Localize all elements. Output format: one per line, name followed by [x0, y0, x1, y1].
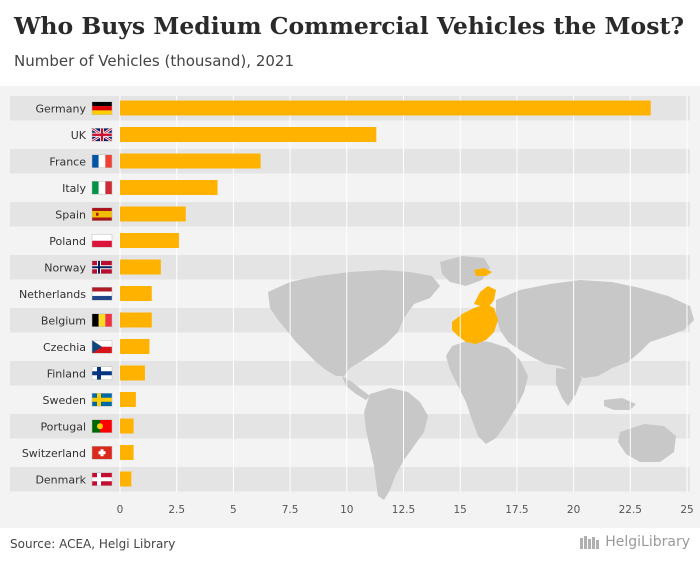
flag-germany-icon	[91, 101, 113, 115]
australia-shape	[618, 424, 676, 462]
flag-belgium-icon	[91, 313, 113, 327]
chart-header: Who Buys Medium Commercial Vehicles the …	[0, 0, 700, 86]
category-label: Switzerland	[22, 447, 86, 460]
bar-denmark	[120, 471, 132, 487]
flag-italy-icon	[91, 181, 113, 195]
bar-poland	[120, 233, 179, 248]
category-label: Netherlands	[19, 288, 86, 301]
flag-uk-icon	[91, 127, 113, 143]
scandinavia-shape	[474, 286, 496, 308]
asia-shape	[496, 280, 694, 378]
brand-logo: HelgiLibrary	[579, 534, 690, 550]
flag-sweden-icon	[91, 393, 113, 407]
bar-belgium	[120, 312, 152, 328]
bar-spain	[120, 206, 186, 222]
category-label: Finland	[47, 367, 86, 380]
category-label: Italy	[62, 182, 86, 195]
x-tick-label: 0	[117, 504, 124, 516]
x-tick-label: 2.5	[168, 504, 185, 516]
x-tick-label: 15	[454, 504, 467, 516]
bar-france	[120, 153, 261, 169]
flag-czechia-icon	[91, 340, 113, 354]
category-label: France	[49, 155, 86, 168]
bar-netherlands	[120, 286, 152, 301]
world-map-background	[268, 256, 694, 500]
category-labels: Germany UK France Italy Spain Poland Norway Net…	[19, 102, 87, 486]
south-america-shape	[364, 388, 428, 500]
category-label: Poland	[49, 235, 86, 248]
greenland-shape	[440, 256, 490, 286]
category-label: Belgium	[41, 314, 86, 327]
bar-italy	[120, 180, 218, 195]
category-label: Portugal	[40, 420, 86, 433]
north-america-shape	[268, 270, 440, 376]
category-label: Denmark	[35, 473, 86, 486]
bar-portugal	[120, 418, 134, 434]
x-tick-label: 7.5	[282, 504, 299, 516]
library-icon	[580, 536, 600, 549]
x-tick-label: 20	[567, 504, 580, 516]
islands-shape	[604, 398, 636, 410]
flag-finland-icon	[91, 366, 113, 380]
x-tick-label: 10	[340, 504, 353, 516]
africa-shape	[446, 340, 528, 444]
category-label: Spain	[55, 208, 86, 221]
bar-finland	[120, 365, 145, 381]
bar-czechia	[120, 339, 150, 354]
bar-germany	[120, 100, 651, 116]
x-axis-ticks: 0 2.5 5 7.5 10 12.5 15 17.5 20 22.5 25	[117, 504, 694, 516]
x-tick-label: 25	[680, 504, 693, 516]
chart-subtitle: Number of Vehicles (thousand), 2021	[14, 52, 294, 70]
bar-norway	[120, 259, 161, 275]
central-america-shape	[342, 376, 370, 400]
x-tick-label: 12.5	[392, 504, 415, 516]
iceland-shape	[474, 268, 492, 276]
bars	[120, 100, 651, 487]
bar-switzerland	[120, 445, 134, 460]
x-tick-label: 22.5	[619, 504, 642, 516]
category-label: Sweden	[43, 394, 86, 407]
chart-title: Who Buys Medium Commercial Vehicles the …	[14, 12, 685, 40]
flag-netherlands-icon	[91, 287, 113, 301]
category-label: UK	[71, 129, 87, 142]
x-tick-label: 17.5	[505, 504, 528, 516]
flags	[91, 101, 113, 486]
category-label: Germany	[35, 102, 86, 115]
bar-chart: Germany UK France Italy Spain Poland Norway Net…	[10, 95, 694, 516]
europe-shape	[452, 304, 498, 344]
flag-norway-icon	[91, 260, 113, 274]
flag-spain-icon	[91, 207, 113, 221]
flag-france-icon	[91, 154, 113, 168]
flag-switzerland-icon	[91, 446, 113, 460]
flag-portugal-icon	[91, 419, 113, 433]
india-shape	[556, 368, 582, 406]
bar-sweden	[120, 392, 136, 407]
x-tick-label: 5	[230, 504, 237, 516]
brand-name: HelgiLibrary	[605, 534, 690, 550]
bar-uk	[120, 127, 377, 142]
category-label: Norway	[44, 261, 86, 274]
category-label: Czechia	[43, 341, 86, 354]
flag-poland-icon	[91, 234, 113, 248]
flag-denmark-icon	[91, 472, 113, 486]
source-note: Source: ACEA, Helgi Library	[10, 537, 176, 551]
